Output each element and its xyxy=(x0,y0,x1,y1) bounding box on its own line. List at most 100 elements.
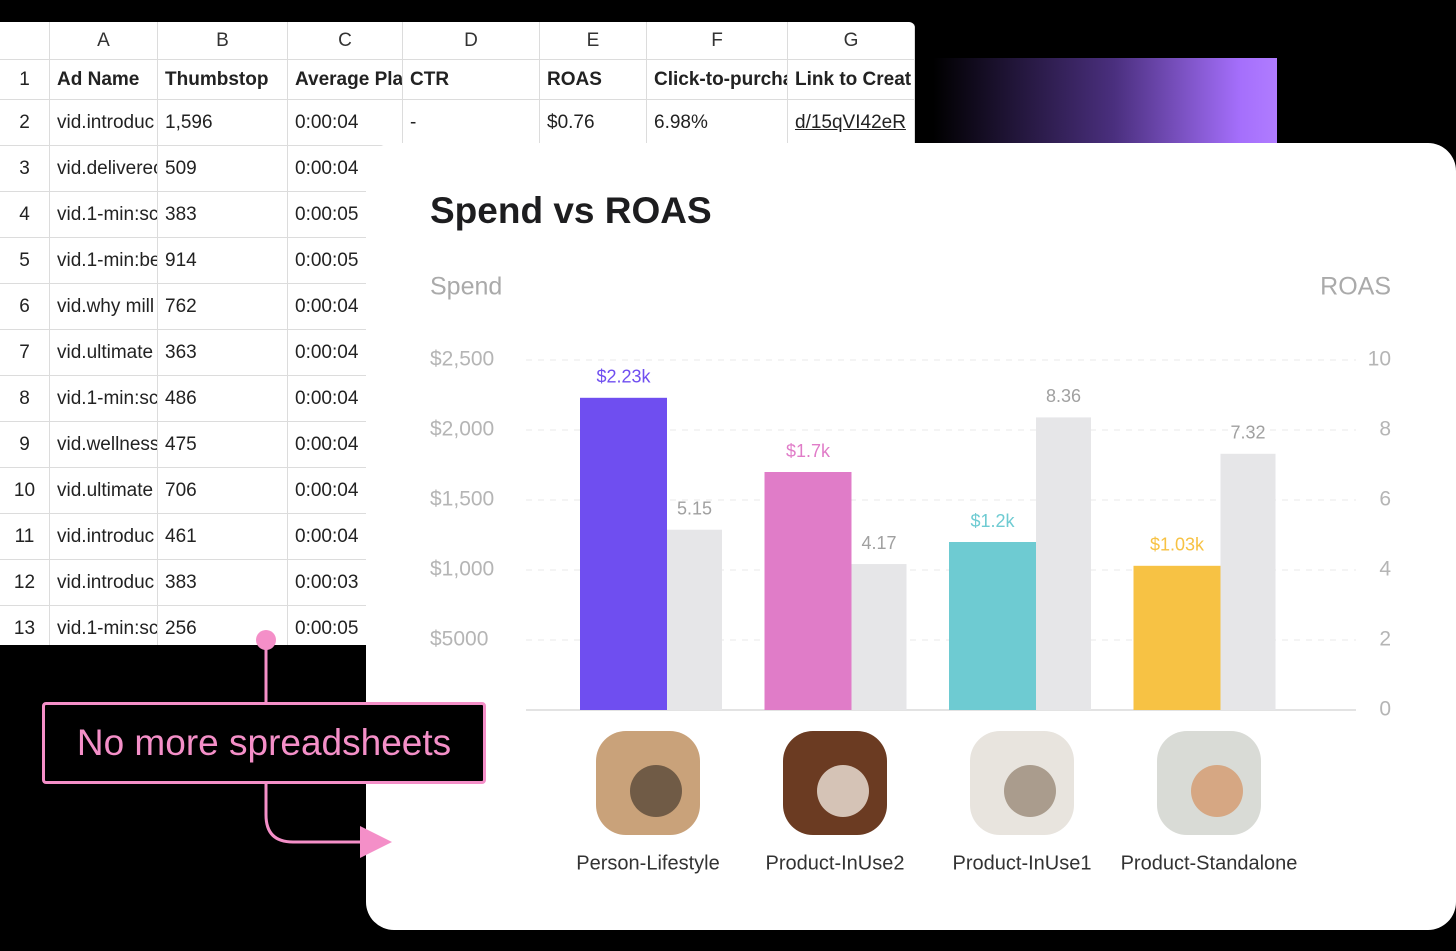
cell: Average Pla xyxy=(288,60,403,100)
y-tick-label: $2,500 xyxy=(430,348,494,371)
value-label: $2.23k xyxy=(596,367,651,387)
column-header: D xyxy=(403,22,540,60)
cell: CTR xyxy=(403,60,540,100)
row-number: 7 xyxy=(0,330,50,376)
connector-line xyxy=(264,784,362,844)
callout: No more spreadsheets xyxy=(42,702,486,784)
corner-cell xyxy=(0,22,50,60)
cell: vid.ultimate xyxy=(50,468,158,514)
cell: Thumbstop xyxy=(158,60,288,100)
row-number: 11 xyxy=(0,514,50,560)
y2-tick-label: 6 xyxy=(1379,488,1391,511)
cell: vid.introduc xyxy=(50,100,158,146)
bar xyxy=(667,529,722,710)
thumbnail xyxy=(970,731,1074,835)
row-number: 2 xyxy=(0,100,50,146)
cell: vid.introduc xyxy=(50,514,158,560)
cell: 256 xyxy=(158,606,288,645)
y-tick-label: $1,500 xyxy=(430,488,494,511)
y2-tick-label: 0 xyxy=(1379,698,1391,721)
cell: Link to Creat xyxy=(788,60,915,100)
bar xyxy=(580,397,667,710)
cell: 706 xyxy=(158,468,288,514)
cell: vid.introduc xyxy=(50,560,158,606)
column-header: G xyxy=(788,22,915,60)
y-tick-label: $2,000 xyxy=(430,418,494,441)
cell: 762 xyxy=(158,284,288,330)
bar xyxy=(764,472,852,710)
y2-axis-title: ROAS xyxy=(1320,273,1391,301)
cell: Ad Name xyxy=(50,60,158,100)
bar xyxy=(1220,453,1276,710)
row-number: 1 xyxy=(0,60,50,100)
bar xyxy=(1036,417,1091,710)
bar xyxy=(851,564,907,710)
chart-card: Spend vs ROAS Spend ROAS $5000 $1,000 $1,5… xyxy=(366,143,1456,930)
y-axis-title: Spend xyxy=(430,273,502,301)
chart-title: Spend vs ROAS xyxy=(430,190,712,231)
value-label: 4.17 xyxy=(861,533,896,553)
bar xyxy=(1133,565,1221,710)
cell: 461 xyxy=(158,514,288,560)
bar xyxy=(949,542,1036,710)
row-number: 12 xyxy=(0,560,50,606)
row-number: 3 xyxy=(0,146,50,192)
row-number: 9 xyxy=(0,422,50,468)
cell: 383 xyxy=(158,192,288,238)
row-number: 10 xyxy=(0,468,50,514)
y2-tick-label: 4 xyxy=(1379,558,1391,581)
thumbnail-detail xyxy=(817,765,869,817)
y2-tick-label: 10 xyxy=(1368,348,1391,371)
cell: 1,596 xyxy=(158,100,288,146)
y-tick-label: $1,000 xyxy=(430,558,494,581)
y2-tick-label: 2 xyxy=(1379,628,1391,651)
y-tick-label: $5000 xyxy=(430,628,488,651)
gradient-banner xyxy=(915,58,1277,143)
column-header: F xyxy=(647,22,788,60)
cell: vid.ultimate xyxy=(50,330,158,376)
thumbnail-detail xyxy=(630,765,682,817)
row-number: 4 xyxy=(0,192,50,238)
thumbnail xyxy=(1157,731,1261,835)
value-label: 5.15 xyxy=(677,499,712,519)
value-label: $1.2k xyxy=(970,511,1015,531)
cell: Click-to-purcha xyxy=(647,60,788,100)
thumbnail xyxy=(783,731,887,835)
column-header: A xyxy=(50,22,158,60)
cell: 509 xyxy=(158,146,288,192)
cell: vid.1-min:sc xyxy=(50,606,158,645)
row-number: 5 xyxy=(0,238,50,284)
value-label: 7.32 xyxy=(1230,423,1265,443)
cell: vid.deliverec xyxy=(50,146,158,192)
value-label: $1.7k xyxy=(786,441,831,461)
cell: 486 xyxy=(158,376,288,422)
row-number: 6 xyxy=(0,284,50,330)
column-header: E xyxy=(540,22,647,60)
cell: 0:00:04 xyxy=(288,100,403,146)
x-tick-label: Product-Standalone xyxy=(1121,852,1298,874)
thumbnail xyxy=(596,731,700,835)
x-tick-label: Product-InUse1 xyxy=(953,852,1092,874)
cell: vid.1-min:be xyxy=(50,238,158,284)
cell: 914 xyxy=(158,238,288,284)
cell: ROAS xyxy=(540,60,647,100)
y2-tick-label: 8 xyxy=(1379,418,1391,441)
row-number: 8 xyxy=(0,376,50,422)
cell: 363 xyxy=(158,330,288,376)
cell: 475 xyxy=(158,422,288,468)
chart: Spend vs ROAS Spend ROAS $5000 $1,000 $1,5… xyxy=(430,190,1391,875)
column-header: B xyxy=(158,22,288,60)
column-header: C xyxy=(288,22,403,60)
value-label: $1.03k xyxy=(1150,535,1205,555)
arrow-head xyxy=(360,826,392,858)
x-tick-label: Person-Lifestyle xyxy=(576,852,719,874)
thumbnail-detail xyxy=(1004,765,1056,817)
row-number: 13 xyxy=(0,606,50,645)
thumbnail-detail xyxy=(1191,765,1243,817)
cell: 383 xyxy=(158,560,288,606)
cell: vid.1-min:sc xyxy=(50,376,158,422)
cell: vid.why mill xyxy=(50,284,158,330)
cell: vid.1-min:sc xyxy=(50,192,158,238)
